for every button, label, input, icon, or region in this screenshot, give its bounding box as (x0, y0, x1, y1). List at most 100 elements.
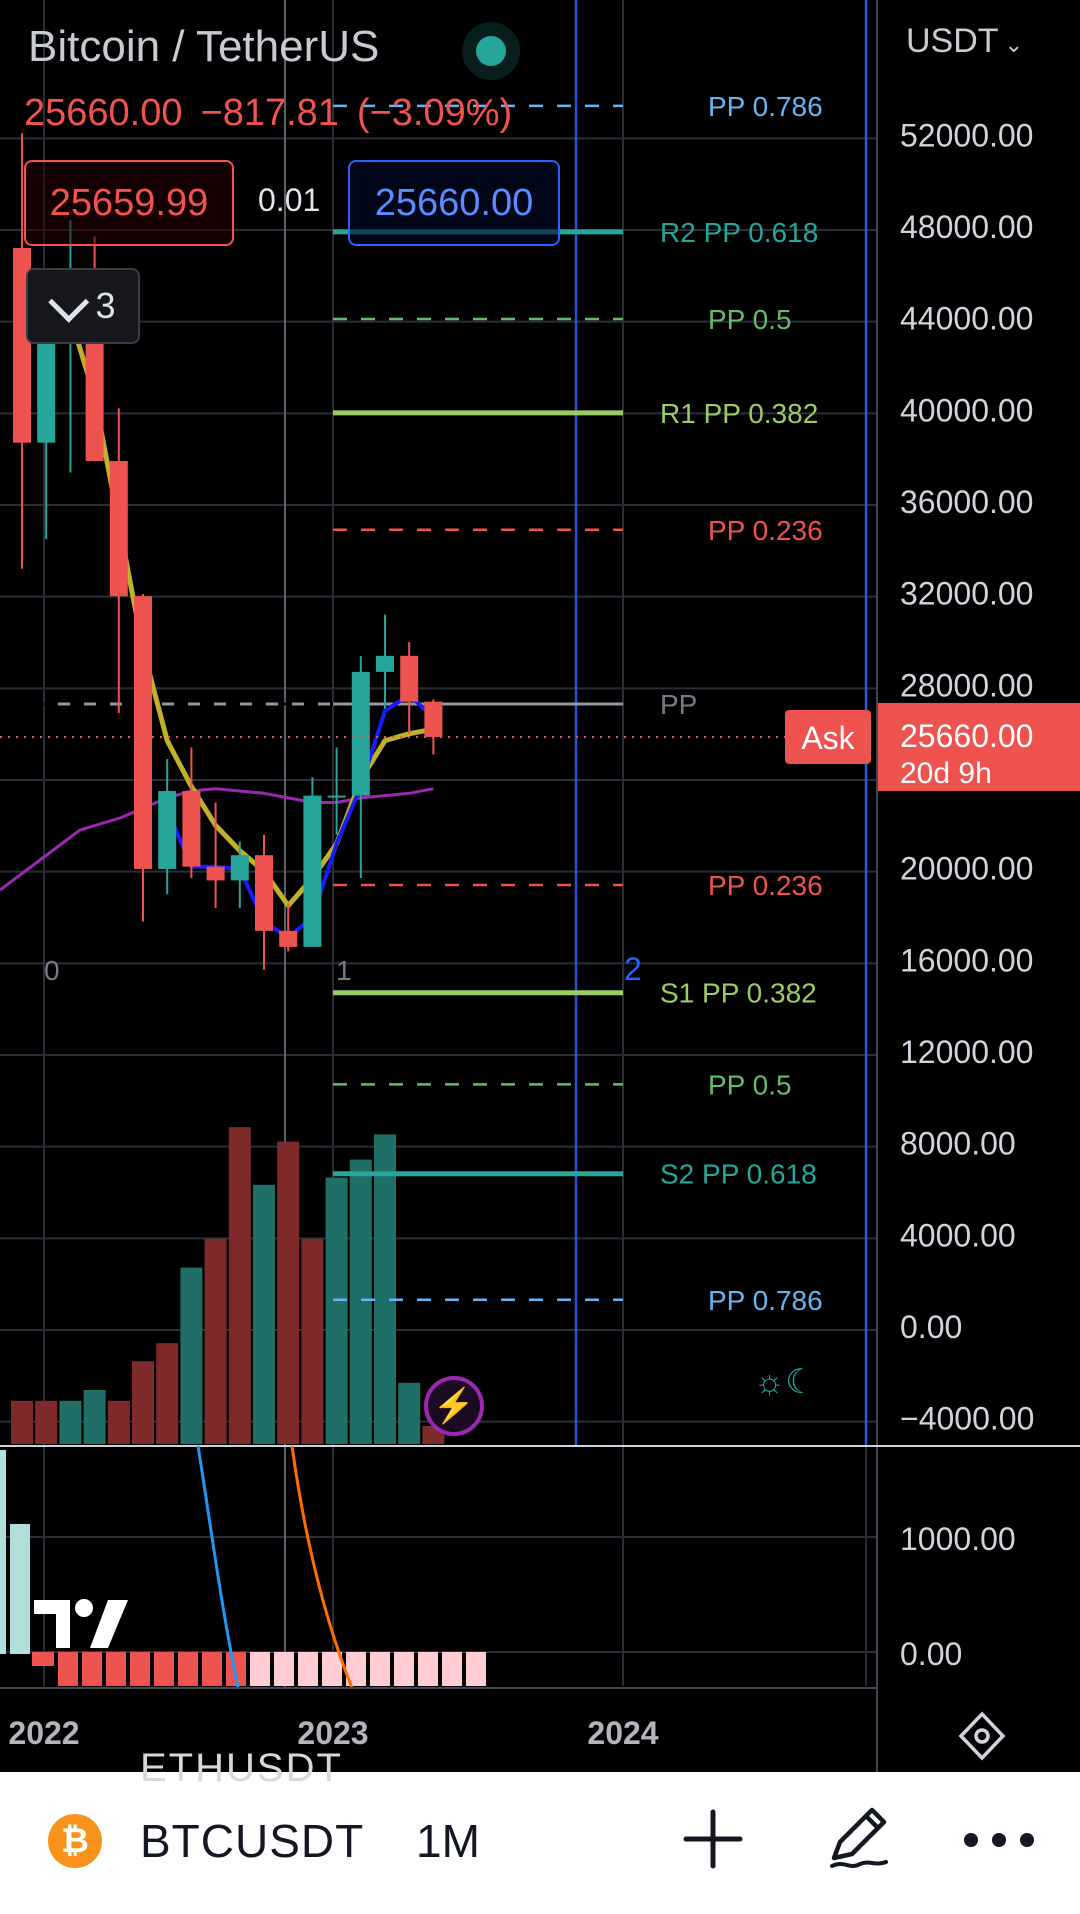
price-axis-label: 16000.00 (900, 942, 1033, 978)
plus-icon[interactable] (678, 1804, 748, 1874)
ask-tag (785, 709, 871, 764)
oscillator-bar-negative (154, 1652, 174, 1686)
volume-bar (325, 1177, 348, 1444)
pivot-level-label: R1 PP 0.382 (660, 398, 818, 429)
candle-body (134, 596, 152, 869)
oscillator-bar-negative-weak (274, 1652, 294, 1686)
oscillator-bar-negative-weak (418, 1652, 438, 1686)
pivot-level-label: S1 PP 0.382 (660, 978, 817, 1009)
price-axis-label: 8000.00 (900, 1126, 1016, 1162)
price-axis-label: 52000.00 (900, 117, 1033, 153)
pivot-level-label: S2 PP 0.618 (660, 1159, 817, 1190)
candle-body (158, 791, 177, 869)
oscillator-macd-line (290, 1445, 354, 1689)
oscillator-bar-positive (0, 1450, 6, 1654)
price-axis-current-price: 25660.00 (900, 718, 1033, 754)
bitcoin-icon: ₿ (48, 1814, 102, 1868)
candle-body (351, 671, 370, 796)
volume-bar (11, 1400, 33, 1444)
price-axis-label: 0.00 (900, 1309, 962, 1345)
time-axis-label: 2023 (297, 1715, 368, 1751)
candle-body (206, 866, 225, 881)
flash-icon: ⚡ (432, 1387, 476, 1425)
volume-bar (277, 1141, 300, 1444)
symbol-title: Bitcoin / TetherUS (28, 22, 380, 71)
pivot-level-label: PP 0.786 (708, 1285, 823, 1316)
pencil-icon[interactable] (820, 1800, 896, 1876)
price-axis-label: 40000.00 (900, 392, 1033, 428)
candle-body (327, 795, 346, 798)
oscillator-axis-label: 0.00 (900, 1636, 962, 1672)
symbol-selector[interactable]: BTCUSDT (140, 1815, 365, 1867)
oscillator-axis-label: 1000.00 (900, 1521, 1016, 1557)
oscillator-bar-negative (106, 1652, 126, 1686)
candle-body (424, 701, 443, 737)
candle-body (400, 655, 419, 702)
currency-selector[interactable]: USDT ⌄ (906, 22, 1023, 61)
tradingview-logo (34, 1599, 128, 1648)
volume-bar (107, 1400, 130, 1444)
indicators-toggle-button[interactable]: 3 (26, 268, 140, 344)
time-axis-label: 2024 (587, 1715, 658, 1751)
volume-bar (374, 1134, 396, 1444)
pivot-level-label: PP 0.5 (708, 304, 792, 335)
oscillator-bar-negative (178, 1652, 198, 1686)
price-axis-label: 4000.00 (900, 1217, 1016, 1253)
oscillator-bar-negative (58, 1652, 78, 1686)
price-axis-label: 44000.00 (900, 301, 1033, 337)
theme-toggle[interactable]: ☼☾ (754, 1363, 816, 1401)
volume-bar (398, 1382, 421, 1444)
volume-bar (349, 1159, 372, 1444)
oscillator-bar-negative-weak (394, 1652, 414, 1686)
interval-selector[interactable]: 1M (416, 1815, 480, 1867)
pivot-level-label: PP 0.236 (708, 515, 823, 546)
price-axis-label: 20000.00 (900, 851, 1033, 887)
pivot-level-label: PP 0.5 (708, 1069, 792, 1100)
candle-body (255, 855, 273, 931)
buy-button[interactable]: 25660.00 (348, 160, 560, 246)
candle-body (109, 461, 128, 597)
target-icon[interactable] (956, 1710, 1008, 1762)
volume-bar (156, 1343, 179, 1444)
price-axis-label: 28000.00 (900, 667, 1033, 703)
price-change: −817.81 (200, 92, 339, 134)
candle-body (376, 655, 394, 672)
oscillator-bar-negative-weak (370, 1652, 390, 1686)
ma-long-line (166, 787, 434, 804)
flash-button[interactable]: ⚡ (424, 1376, 484, 1436)
period-marker-1: 1 (336, 955, 352, 986)
price-axis-label: 32000.00 (900, 576, 1033, 612)
pivot-level-label: PP 0.236 (708, 870, 823, 901)
ask-tag-label: Ask (801, 720, 855, 756)
oscillator-bar-negative (82, 1652, 102, 1686)
oscillator-bar-negative-weak (466, 1652, 486, 1686)
period-marker-2: 2 (624, 951, 642, 987)
volume-bar (59, 1400, 82, 1444)
oscillator-bar-negative-weak (250, 1652, 270, 1686)
sell-button[interactable]: 25659.99 (24, 160, 234, 246)
oscillator-bar-negative (130, 1652, 150, 1686)
pivot-level-label: PP 0.786 (708, 91, 823, 122)
volume-bar (253, 1184, 275, 1444)
price-change-row: 25660.00 −817.81 (−3.09%) (24, 92, 530, 135)
price-change-percent: (−3.09%) (356, 92, 513, 134)
price-axis-label: −4000.00 (900, 1401, 1034, 1437)
chevron-down-icon (48, 281, 90, 323)
bottom-toolbar: ETHUSDT ₿ BTCUSDT 1M (0, 1746, 1080, 1914)
candle-body (303, 795, 322, 947)
candle-body (279, 930, 298, 947)
price-axis-label: 12000.00 (900, 1034, 1033, 1070)
price-axis-label: 36000.00 (900, 484, 1033, 520)
pivot-level-label: PP (660, 689, 697, 720)
pivot-level-label: R2 PP 0.618 (660, 217, 818, 248)
oscillator-bar-negative-weak (298, 1652, 318, 1686)
candle-body (230, 855, 249, 881)
oscillator-bar-negative (226, 1652, 246, 1686)
oscillator-bar-positive (10, 1524, 30, 1654)
price-axis-current-box (878, 702, 1080, 791)
oscillator-bar-negative-weak (346, 1652, 366, 1686)
time-axis-label: 2022 (8, 1715, 79, 1751)
previous-symbol-ghost: ETHUSDT (140, 1746, 343, 1790)
more-icon[interactable] (964, 1812, 1034, 1868)
